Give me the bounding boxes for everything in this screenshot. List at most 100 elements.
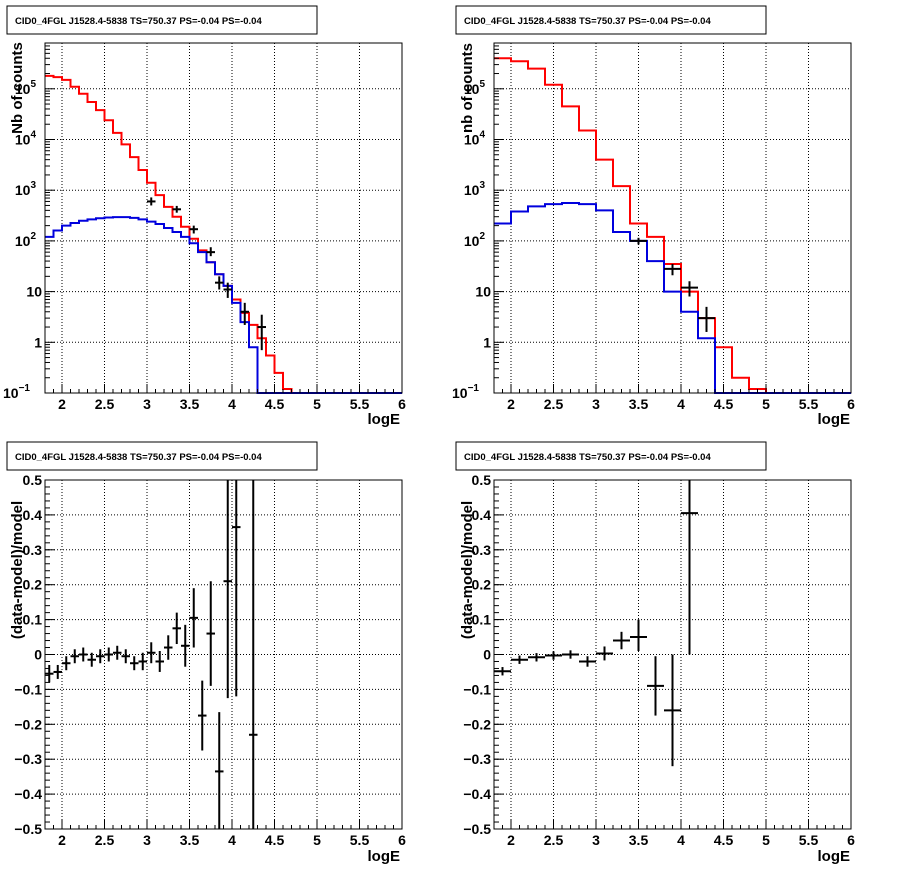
y-tick-label: 103 <box>464 180 486 198</box>
data-point <box>172 205 181 213</box>
data-point <box>121 649 130 664</box>
x-axis-title: logE <box>818 848 851 865</box>
y-axis-title: (data-model)/model <box>9 501 26 639</box>
x-tick-label: 6 <box>847 832 855 848</box>
title-box <box>455 441 767 471</box>
data-point <box>257 314 266 351</box>
data-point <box>698 306 715 332</box>
data-point <box>494 667 511 676</box>
y-tick-label: 105 <box>464 79 486 97</box>
model-histogram-red <box>45 74 402 394</box>
x-tick-label: 4 <box>228 396 236 412</box>
x-tick-label: 6 <box>398 396 406 412</box>
data-point <box>596 646 613 661</box>
y-tick-label: 103 <box>15 180 37 198</box>
y-tick-label: −0.2 <box>14 716 42 732</box>
plot-frame <box>493 479 852 830</box>
y-tick-label: −0.1 <box>463 681 491 697</box>
y-tick-label: 0.2 <box>23 577 43 593</box>
y-tick-label: 0.3 <box>472 542 492 558</box>
y-axis-title: (data-model)/model <box>459 501 476 639</box>
y-tick-label: 0.4 <box>472 507 492 523</box>
panel-residuals-coarse: CID0_4FGL J1528.4-5838 TS=750.37 PS=-0.0… <box>455 441 855 865</box>
y-axis-title: nb of counts <box>459 43 476 133</box>
y-tick-label: 0 <box>483 647 491 663</box>
x-tick-label: 5.5 <box>799 396 819 412</box>
data-point <box>579 656 596 667</box>
panel-title: CID0_4FGL J1528.4-5838 TS=750.37 PS=-0.0… <box>464 452 711 463</box>
y-tick-label: 0.1 <box>472 612 492 628</box>
plot-frame <box>44 42 403 394</box>
y-tick-label: 0.3 <box>23 542 43 558</box>
data-point <box>206 581 215 686</box>
x-axis-title: logE <box>368 411 401 428</box>
x-tick-label: 2.5 <box>544 396 564 412</box>
y-tick-label: −0.3 <box>463 751 491 767</box>
x-tick-label: 2 <box>507 832 515 848</box>
data-point <box>147 642 156 664</box>
x-tick-label: 3 <box>143 832 151 848</box>
data-point <box>223 480 232 699</box>
y-tick-label: 0.5 <box>23 472 43 488</box>
x-tick-label: 4 <box>677 832 685 848</box>
data-point <box>240 302 249 325</box>
data-point <box>664 264 681 276</box>
y-tick-label: −0.2 <box>463 716 491 732</box>
data-point <box>70 649 79 664</box>
y-tick-label: 104 <box>464 129 486 147</box>
x-tick-label: 3 <box>592 396 600 412</box>
model-histogram-blue <box>45 216 402 394</box>
x-tick-label: 2.5 <box>95 832 115 848</box>
data-point <box>104 647 113 662</box>
x-tick-label: 2 <box>58 832 66 848</box>
data-point <box>613 631 630 650</box>
x-tick-label: 4.5 <box>714 832 734 848</box>
data-point <box>172 612 181 645</box>
data-point <box>511 655 528 664</box>
y-tick-label: 104 <box>15 129 37 147</box>
y-tick-label: 0.2 <box>472 577 492 593</box>
y-axis-title: Nb of counts <box>9 42 26 134</box>
data-point <box>87 652 96 667</box>
panel-title: CID0_4FGL J1528.4-5838 TS=750.37 PS=-0.0… <box>15 16 262 27</box>
x-tick-label: 5 <box>762 396 770 412</box>
x-tick-label: 2.5 <box>95 396 115 412</box>
data-point <box>189 588 198 648</box>
data-point <box>206 247 215 257</box>
x-axis-title: logE <box>818 411 851 428</box>
data-point <box>198 680 207 751</box>
data-point <box>45 664 54 683</box>
x-tick-label: 2 <box>58 396 66 412</box>
y-tick-label: 102 <box>15 231 37 249</box>
data-point <box>130 656 139 671</box>
x-tick-label: 5 <box>762 832 770 848</box>
data-point <box>630 237 647 245</box>
x-tick-label: 4.5 <box>265 832 285 848</box>
y-tick-label: 1 <box>34 334 42 350</box>
data-point <box>189 225 198 234</box>
y-tick-label: −0.4 <box>14 786 42 802</box>
y-tick-label: 10 <box>26 284 42 300</box>
y-tick-label: 1 <box>483 334 491 350</box>
x-tick-label: 3.5 <box>629 396 649 412</box>
x-tick-label: 6 <box>398 832 406 848</box>
data-point <box>681 281 698 297</box>
data-point <box>664 654 681 767</box>
title-box <box>455 5 767 35</box>
x-tick-label: 4 <box>677 396 685 412</box>
data-point <box>215 276 224 290</box>
plot-frame <box>44 479 403 830</box>
panel-title: CID0_4FGL J1528.4-5838 TS=750.37 PS=-0.0… <box>15 452 262 463</box>
data-point <box>181 624 190 667</box>
data-point <box>79 647 88 662</box>
x-tick-label: 5 <box>313 832 321 848</box>
data-point <box>562 650 579 659</box>
data-point <box>681 480 698 655</box>
y-tick-label: 10−1 <box>3 383 30 401</box>
x-tick-label: 2 <box>507 396 515 412</box>
data-point <box>155 651 164 672</box>
y-tick-label: 0.5 <box>472 472 492 488</box>
y-tick-label: −0.5 <box>463 821 491 837</box>
y-tick-label: 0 <box>34 647 42 663</box>
data-point <box>138 652 147 671</box>
